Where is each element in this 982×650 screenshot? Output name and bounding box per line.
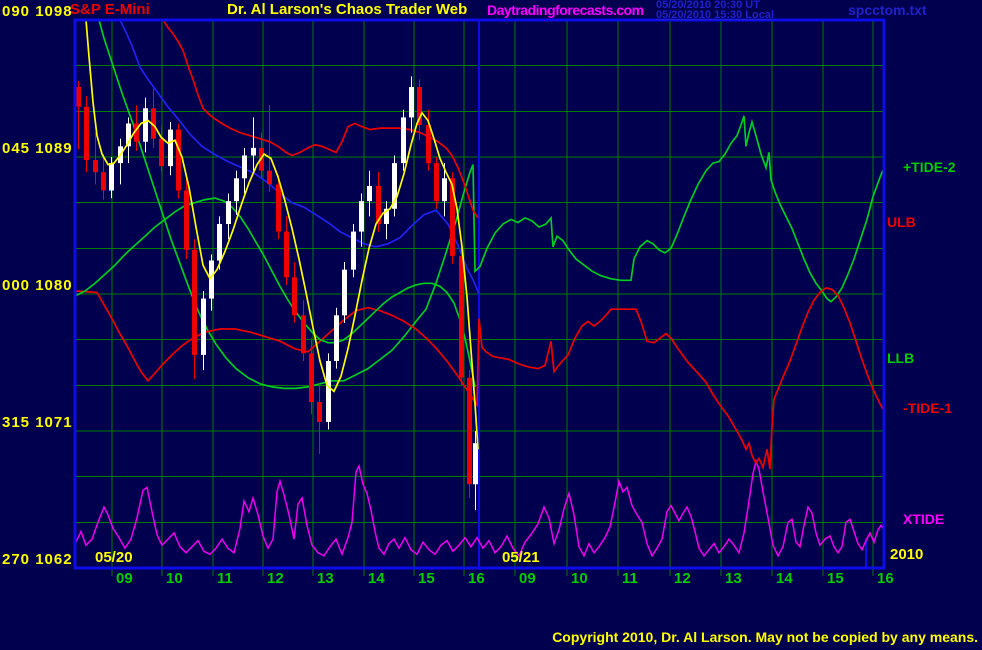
series-+TIDE-2 bbox=[98, 19, 885, 390]
candle bbox=[459, 255, 464, 378]
hour-tick-label: 16 bbox=[877, 570, 894, 587]
hour-tick-label: 12 bbox=[267, 570, 284, 587]
candle bbox=[473, 443, 478, 485]
hour-tick-label: 09 bbox=[116, 570, 133, 587]
candle bbox=[143, 108, 148, 142]
candle bbox=[426, 125, 431, 164]
hour-tick-label: 10 bbox=[166, 570, 183, 587]
copyright-notice: Copyright 2010, Dr. Al Larson. May not b… bbox=[552, 629, 978, 645]
candle bbox=[76, 86, 81, 107]
candle bbox=[359, 201, 364, 232]
candle bbox=[159, 138, 164, 167]
candle bbox=[317, 402, 322, 422]
candle bbox=[367, 185, 372, 202]
candle bbox=[284, 231, 289, 278]
candle bbox=[351, 231, 356, 270]
candle bbox=[384, 208, 389, 224]
candle bbox=[192, 249, 197, 355]
candle bbox=[301, 315, 306, 354]
candle bbox=[401, 117, 406, 164]
candle bbox=[442, 178, 447, 202]
data-file-label: spcctom.txt bbox=[848, 2, 927, 18]
candle bbox=[126, 123, 131, 147]
series-XTIDE bbox=[75, 458, 885, 558]
hour-tick-label: 11 bbox=[217, 570, 233, 587]
candle bbox=[276, 184, 281, 232]
candle bbox=[334, 315, 339, 361]
candle bbox=[109, 163, 114, 191]
candle bbox=[226, 201, 231, 224]
y-axis-label: 000 1080 bbox=[2, 277, 73, 294]
year-label: 2010 bbox=[890, 546, 924, 563]
hour-tick-label: 15 bbox=[418, 570, 435, 587]
llb-series-label: LLB bbox=[887, 350, 915, 366]
day1-label: 05/20 bbox=[95, 549, 133, 566]
candle bbox=[201, 298, 206, 355]
candle bbox=[217, 223, 222, 261]
hour-tick-label: 13 bbox=[725, 570, 742, 587]
candle bbox=[417, 86, 422, 126]
candle bbox=[84, 106, 89, 161]
candle bbox=[376, 185, 381, 224]
candle bbox=[209, 260, 214, 299]
y-axis-label: 090 1098 bbox=[2, 3, 73, 20]
series-LLB bbox=[75, 197, 476, 388]
candle bbox=[151, 108, 156, 139]
candle bbox=[342, 269, 347, 316]
series-yellow-ma bbox=[85, 19, 479, 450]
hour-tick-label: 14 bbox=[776, 570, 793, 587]
candle bbox=[134, 123, 139, 142]
candle bbox=[168, 129, 173, 167]
candle bbox=[450, 178, 455, 256]
hour-tick-label: 09 bbox=[519, 570, 536, 587]
ulb-series-label: ULB bbox=[887, 214, 916, 230]
symbol-label: S&P E-Mini bbox=[70, 1, 150, 18]
candle bbox=[409, 86, 414, 118]
series-blue-ma bbox=[119, 19, 480, 295]
candle bbox=[251, 147, 256, 156]
candle bbox=[234, 178, 239, 202]
site-link: Daytradingforecasts.com bbox=[487, 2, 644, 18]
hour-tick-label: 12 bbox=[674, 570, 691, 587]
candle bbox=[184, 190, 189, 250]
hour-tick-label: 11 bbox=[622, 570, 638, 587]
day2-label: 05/21 bbox=[502, 549, 540, 566]
candle bbox=[101, 172, 106, 191]
y-axis-label: 315 1071 bbox=[2, 414, 73, 431]
candle bbox=[392, 163, 397, 209]
hour-tick-label: 13 bbox=[317, 570, 334, 587]
candle bbox=[434, 163, 439, 202]
series-ULB bbox=[162, 19, 479, 219]
hour-tick-label: 16 bbox=[468, 570, 485, 587]
timestamp-local: 05/20/2010 15:30 Local bbox=[656, 9, 775, 21]
y-axis-label: 270 1062 bbox=[2, 551, 73, 568]
xtide-series-label: XTIDE bbox=[903, 511, 945, 527]
candle bbox=[309, 353, 314, 403]
series--TIDE-1 bbox=[75, 286, 885, 471]
page-title: Dr. Al Larson's Chaos Trader Web bbox=[227, 1, 468, 18]
tide1-series-label: -TIDE-1 bbox=[903, 400, 952, 416]
candle bbox=[326, 360, 331, 422]
hour-tick-label: 14 bbox=[368, 570, 385, 587]
candle bbox=[93, 160, 98, 173]
tide2-series-label: +TIDE-2 bbox=[903, 159, 956, 175]
hour-tick-label: 10 bbox=[571, 570, 588, 587]
y-axis-label: 045 1089 bbox=[2, 140, 73, 157]
candle bbox=[292, 277, 297, 316]
candle bbox=[467, 377, 472, 485]
candle bbox=[242, 155, 247, 179]
hour-tick-label: 15 bbox=[827, 570, 844, 587]
candle bbox=[176, 129, 181, 191]
timestamp-ut: 05/20/2010 20:30 UT bbox=[656, 0, 760, 11]
candle bbox=[267, 170, 272, 185]
